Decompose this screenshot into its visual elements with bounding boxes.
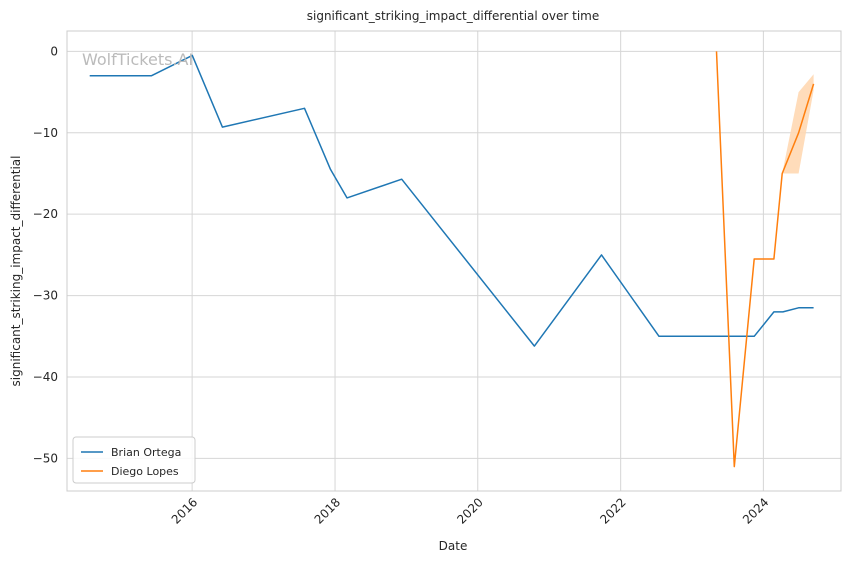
x-axis-ticks: 2016 2018 2020 2022 2024: [169, 495, 772, 526]
y-axis-title: significant_striking_impact_differential: [9, 156, 23, 387]
gridlines: [67, 31, 841, 491]
diego-lopes-confidence-band: [782, 74, 814, 174]
series-line-layer: [89, 51, 815, 468]
legend-label-brian-ortega: Brian Ortega: [111, 446, 181, 459]
y-tick-label: −50: [33, 451, 58, 465]
legend: Brian Ortega Diego Lopes: [72, 436, 196, 484]
y-tick-label: 0: [50, 44, 58, 58]
x-tick-label: 2022: [597, 495, 628, 526]
legend-label-diego-lopes: Diego Lopes: [111, 465, 179, 478]
brian-ortega-line: [89, 54, 814, 347]
x-tick-label: 2020: [454, 495, 485, 526]
plot-frame: [66, 30, 842, 492]
diego-lopes-line: [715, 51, 815, 468]
x-tick-label: 2024: [740, 495, 771, 526]
watermark-text: WolfTickets.AI: [82, 50, 193, 69]
y-tick-label: −30: [33, 289, 58, 303]
y-axis-ticks: 0 −10 −20 −30 −40 −50: [33, 44, 58, 465]
y-tick-label: −40: [33, 370, 58, 384]
y-tick-label: −20: [33, 207, 58, 221]
legend-box: [72, 436, 196, 484]
chart-title: significant_striking_impact_differential…: [307, 9, 599, 23]
y-tick-label: −10: [33, 126, 58, 140]
x-tick-label: 2016: [169, 495, 200, 526]
confidence-band-layer: [782, 74, 814, 174]
x-axis-title: Date: [439, 539, 468, 553]
x-tick-label: 2018: [312, 495, 343, 526]
